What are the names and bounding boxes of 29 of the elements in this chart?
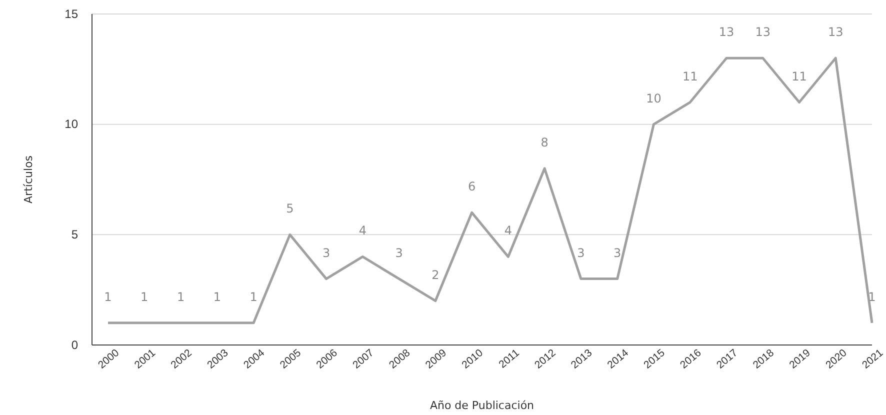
- data-label: 4: [504, 224, 512, 238]
- x-axis-title: Año de Publicación: [430, 399, 534, 412]
- y-tick-label: 10: [64, 117, 78, 132]
- data-label: 11: [682, 69, 698, 84]
- data-label: 5: [286, 202, 294, 216]
- data-label: 13: [828, 25, 844, 40]
- y-tick-label: 0: [71, 338, 78, 352]
- data-label: 1: [213, 290, 221, 304]
- data-label: 1: [868, 290, 876, 304]
- line-series: [106, 56, 874, 324]
- data-label: 13: [718, 25, 734, 40]
- y-tick-label: 5: [71, 228, 78, 242]
- y-axis-title: Artículos: [22, 155, 35, 204]
- data-label: 1: [176, 290, 185, 304]
- y-tick-label: 15: [64, 6, 78, 21]
- data-label: 11: [792, 69, 807, 84]
- data-label: 3: [614, 246, 622, 260]
- data-label: 3: [322, 246, 330, 260]
- data-label: 1: [104, 290, 112, 304]
- data-label: 13: [755, 25, 770, 40]
- data-label: 6: [468, 180, 476, 194]
- data-label: 1: [140, 290, 148, 304]
- data-label: 3: [577, 246, 585, 260]
- data-label: 3: [395, 246, 403, 260]
- data-label: 2: [432, 268, 440, 282]
- data-label: 10: [646, 91, 662, 106]
- data-label: 8: [540, 135, 548, 150]
- data-label: 1: [250, 290, 258, 304]
- data-label: 4: [358, 224, 366, 238]
